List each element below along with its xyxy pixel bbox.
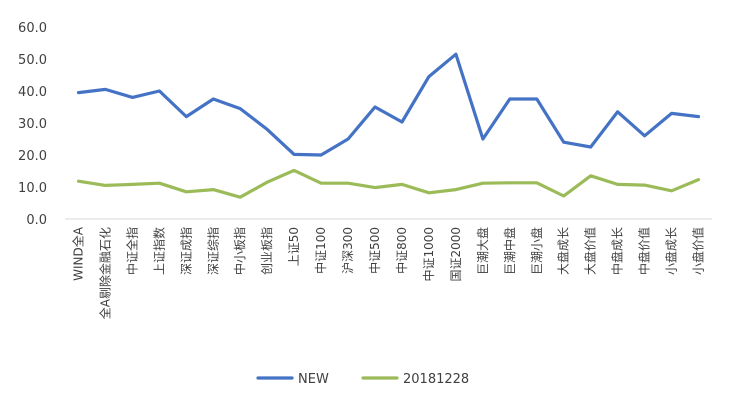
x-tick-label: 中小板指: [232, 227, 247, 275]
y-tick-label: 0.0: [26, 213, 47, 228]
y-tick-label: 30.0: [18, 117, 47, 132]
x-tick-label: 小盘价值: [691, 227, 706, 275]
x-tick-label: 国证2000: [449, 227, 463, 282]
y-tick-label: 20.0: [18, 149, 47, 164]
series-line-0: [76, 52, 701, 157]
x-tick-label: 创业板指: [259, 227, 274, 275]
x-tick-label: 中证100: [313, 227, 328, 274]
x-tick-label: 中证500: [367, 227, 382, 274]
x-tick-label: 大盘价值: [583, 227, 598, 275]
x-tick-label: 沪深300: [341, 227, 355, 274]
x-tick-label: 中证800: [394, 227, 409, 274]
x-tick-label: 中盘成长: [610, 227, 625, 275]
x-tick-label: 中证1000: [421, 227, 436, 282]
y-tick-label: 50.0: [18, 53, 47, 68]
series-line-1: [76, 168, 701, 199]
x-tick-label: 大盘成长: [556, 227, 571, 275]
series-lines: [76, 52, 701, 199]
legend-label-0: NEW: [298, 372, 329, 387]
y-tick-label: 10.0: [18, 181, 47, 196]
x-tick-label: 深证综指: [205, 227, 220, 275]
y-tick-label: 40.0: [18, 85, 47, 100]
x-tick-label: 中证全指: [124, 227, 139, 275]
x-tick-label: 上证指数: [151, 227, 166, 275]
x-tick-label: 深证成指: [178, 227, 193, 275]
x-tick-label: 上证50: [287, 227, 301, 266]
x-axis-ticks: WIND全A 全A剔除金融石化 中证全指 上证指数 深证成指 深证综指 中小板指 创业板指 上证…: [70, 226, 705, 319]
x-tick-label: 巨潮小盘: [529, 227, 544, 275]
x-tick-label: WIND全A: [70, 226, 85, 281]
x-tick-label: 小盘成长: [664, 227, 679, 275]
y-tick-label: 60.0: [18, 21, 47, 36]
x-tick-label: 全A剔除金融石化: [97, 227, 112, 319]
x-tick-label: 巨潮大盘: [475, 227, 490, 275]
x-tick-label: 巨潮中盘: [502, 227, 517, 275]
legend-label-1: 20181228: [403, 372, 469, 387]
y-axis-ticks: 0.0 10.0 20.0 30.0 40.0 50.0 60.0: [18, 21, 47, 228]
legend: NEW 20181228: [256, 372, 469, 387]
x-tick-label: 中盘价值: [637, 227, 652, 275]
